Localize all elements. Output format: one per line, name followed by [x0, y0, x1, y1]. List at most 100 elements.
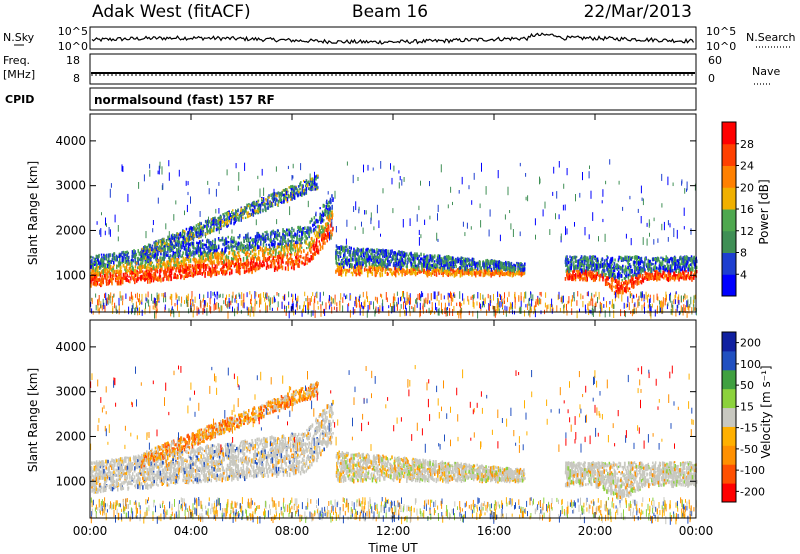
scatter-cell [99, 264, 101, 268]
scatter-cell [277, 242, 279, 246]
scatter-cell [141, 264, 144, 270]
scatter-cell [271, 297, 273, 304]
scatter-cell [147, 243, 150, 247]
scatter-cell [98, 307, 100, 313]
scatter-cell [326, 216, 328, 220]
scatter-cell [109, 260, 111, 264]
scatter-cell [273, 267, 276, 272]
scatter-cell [211, 218, 213, 222]
scatter-cell [324, 212, 326, 216]
scatter-cell [221, 220, 224, 224]
scatter-cell [155, 298, 156, 306]
scatter-cell [284, 196, 286, 200]
scatter-cell [533, 311, 535, 315]
scatter-cell [356, 297, 358, 305]
scatter-cell [186, 295, 188, 299]
scatter-cell [159, 268, 161, 273]
scatter-cell [232, 209, 234, 212]
scatter-cell [267, 233, 269, 237]
scatter-cell [426, 309, 428, 313]
scatter-cell [155, 311, 157, 319]
scatter-cell [482, 301, 483, 308]
scatter-cell [158, 294, 160, 301]
scatter-cell [426, 299, 428, 305]
scatter-cell [133, 277, 135, 281]
scatter-cell [281, 265, 284, 271]
scatter-cell [154, 311, 155, 319]
scatter-cell [177, 243, 180, 247]
scatter-cell [184, 263, 186, 266]
scatter-cell [376, 259, 378, 262]
scatter-cell [250, 208, 252, 212]
scatter-cell [265, 199, 268, 202]
scatter-cell [301, 184, 303, 187]
scatter-cell [179, 266, 181, 269]
scatter-cell [195, 224, 198, 228]
scatter-cell [260, 293, 262, 299]
scatter-cell [188, 247, 190, 252]
scatter-cell [189, 264, 192, 267]
scatter-cell [200, 266, 202, 272]
scatter-cell [307, 302, 308, 310]
scatter-cell [571, 295, 573, 302]
scatter-cell [131, 255, 133, 259]
scatter-cell [92, 281, 94, 286]
scatter-cell [624, 310, 625, 317]
scatter-cell [246, 211, 248, 215]
scatter-cell [155, 257, 157, 262]
scatter-cell [534, 311, 536, 318]
scatter-cell [197, 261, 199, 266]
scatter-cell [236, 251, 239, 255]
scatter-cell [253, 200, 255, 205]
scatter-cell [240, 300, 242, 306]
scatter-cell [99, 273, 102, 277]
scatter-cell [321, 226, 323, 231]
scatter-cell [334, 299, 336, 305]
scatter-cell [155, 304, 156, 308]
scatter-cell [267, 235, 269, 239]
scatter-cell [90, 282, 92, 285]
scatter-cell [156, 268, 158, 273]
scatter-cell [95, 282, 97, 287]
scatter-cell [311, 187, 314, 191]
scatter-cell [212, 230, 214, 233]
scatter-cell [290, 259, 293, 264]
scatter-cell [373, 301, 374, 310]
scatter-cell [330, 301, 332, 307]
scatter-cell [456, 259, 459, 264]
scatter-cell [103, 262, 105, 267]
scatter-cell [288, 232, 291, 237]
scatter-cell [155, 265, 157, 268]
scatter-cell [125, 255, 128, 260]
scatter-cell [320, 231, 322, 234]
scatter-cell [324, 233, 327, 237]
scatter-cell [204, 224, 206, 229]
scatter-cell [170, 236, 173, 240]
scatter-cell [271, 241, 273, 247]
scatter-cell [202, 224, 205, 227]
scatter-cell [287, 242, 289, 247]
scatter-cell [263, 199, 265, 202]
scatter-cell [247, 251, 249, 255]
scatter-cell [276, 230, 279, 234]
scatter-cell [209, 297, 211, 305]
scatter-cell [214, 291, 215, 296]
scatter-cell [192, 250, 194, 254]
scatter-cell [191, 252, 193, 257]
scatter-cell [133, 269, 136, 273]
scatter-cell [492, 305, 494, 310]
scatter-cell [178, 261, 180, 265]
scatter-cell [601, 306, 603, 313]
scatter-cell [238, 254, 241, 260]
scatter-cell [427, 299, 429, 303]
scatter-cell [295, 303, 297, 308]
scatter-cell [289, 260, 292, 266]
scatter-cell [579, 308, 580, 313]
scatter-cell [218, 307, 220, 313]
scatter-cell [250, 294, 252, 302]
scatter-cell [119, 291, 121, 298]
scatter-cell [97, 272, 100, 277]
scatter-cell [152, 252, 154, 256]
scatter-cell [95, 274, 98, 279]
scatter-cell [302, 227, 305, 230]
